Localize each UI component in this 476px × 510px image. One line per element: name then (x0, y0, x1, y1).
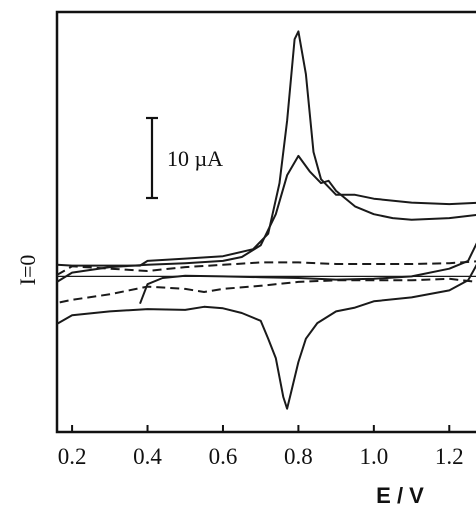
x-axis-ticks: 0.2 0.4 0.6 0.8 1.0 1.2 (58, 425, 464, 469)
y-axis-label: I=0 (15, 255, 40, 286)
x-tick-label: 0.2 (58, 444, 87, 469)
scale-bar: 10 µA (146, 116, 223, 200)
series-line-2 (56, 154, 476, 283)
x-axis-label: E / V (376, 483, 424, 508)
x-tick-label: 0.4 (133, 444, 162, 469)
x-tick-label: 1.0 (359, 444, 388, 469)
x-tick-label: 1.2 (435, 444, 464, 469)
series-layer (56, 30, 476, 410)
x-tick-label: 0.6 (209, 444, 238, 469)
series-line-3 (139, 242, 476, 305)
series-line-4 (56, 260, 476, 304)
x-tick-label: 0.8 (284, 444, 313, 469)
plot-frame (55, 10, 476, 434)
scale-bar-label: 10 µA (167, 146, 223, 171)
